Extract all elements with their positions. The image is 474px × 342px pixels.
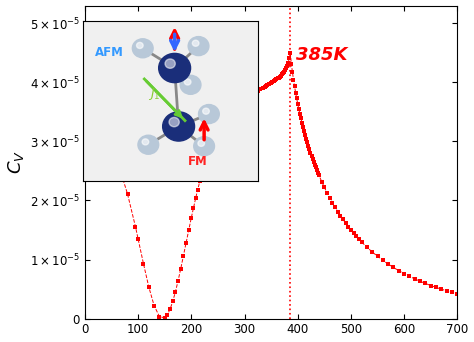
Circle shape xyxy=(165,59,175,68)
Circle shape xyxy=(142,139,149,145)
Text: 385K: 385K xyxy=(296,46,347,64)
Circle shape xyxy=(159,53,191,83)
Circle shape xyxy=(198,140,205,146)
Text: FM: FM xyxy=(188,155,208,168)
Circle shape xyxy=(180,75,201,94)
Circle shape xyxy=(137,42,143,49)
Circle shape xyxy=(138,135,159,154)
Circle shape xyxy=(132,39,153,58)
Circle shape xyxy=(163,112,194,141)
Circle shape xyxy=(184,79,191,85)
Circle shape xyxy=(203,108,210,114)
Text: $J_1$: $J_1$ xyxy=(148,86,161,102)
Circle shape xyxy=(194,137,214,156)
Circle shape xyxy=(169,117,179,127)
Text: AFM: AFM xyxy=(95,45,124,58)
Y-axis label: $C_V$: $C_V$ xyxy=(6,150,26,174)
Circle shape xyxy=(188,37,209,56)
Circle shape xyxy=(199,105,219,123)
Circle shape xyxy=(192,40,199,46)
